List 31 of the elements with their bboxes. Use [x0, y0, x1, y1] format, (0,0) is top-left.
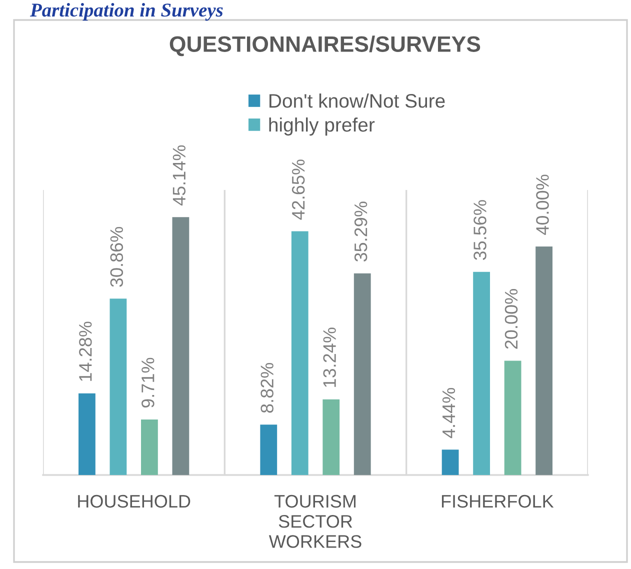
x-tick-label: TOURISM SECTOR WORKERS	[268, 494, 362, 548]
data-label: 42.65%	[292, 160, 305, 220]
data-label: 4.44%	[442, 388, 456, 438]
data-label: 9.71%	[142, 358, 154, 408]
data-label: 30.86%	[110, 226, 124, 287]
bar	[536, 246, 552, 475]
bar	[291, 231, 308, 475]
text: Participation in Surveys	[30, 3, 223, 21]
bar	[110, 298, 127, 475]
bar	[260, 424, 278, 475]
bar	[322, 399, 340, 475]
x-tick-label: FISHERFOLK	[442, 494, 554, 508]
data-label: 35.56%	[474, 200, 486, 260]
data-label: 45.14%	[172, 145, 186, 206]
data-label: 13.24%	[323, 328, 336, 387]
bar	[354, 273, 371, 475]
data-label: 40.00%	[536, 174, 549, 235]
data-label: 14.28%	[79, 322, 92, 381]
chart-title: QUESTIONNAIRES/SURVEYS	[170, 36, 480, 56]
data-label: 35.29%	[354, 202, 368, 262]
bar	[78, 393, 96, 475]
bar	[172, 217, 190, 475]
bar	[442, 450, 459, 475]
x-tick-label: HOUSEHOLD	[78, 494, 190, 508]
bar	[473, 272, 490, 475]
legend-label: Don't know/Not Sure	[270, 94, 445, 108]
legend-label: highly prefer	[269, 117, 375, 136]
bar	[504, 360, 522, 475]
data-label: 20.00%	[504, 289, 518, 349]
bar	[141, 420, 158, 475]
data-label: 8.82%	[260, 362, 274, 413]
